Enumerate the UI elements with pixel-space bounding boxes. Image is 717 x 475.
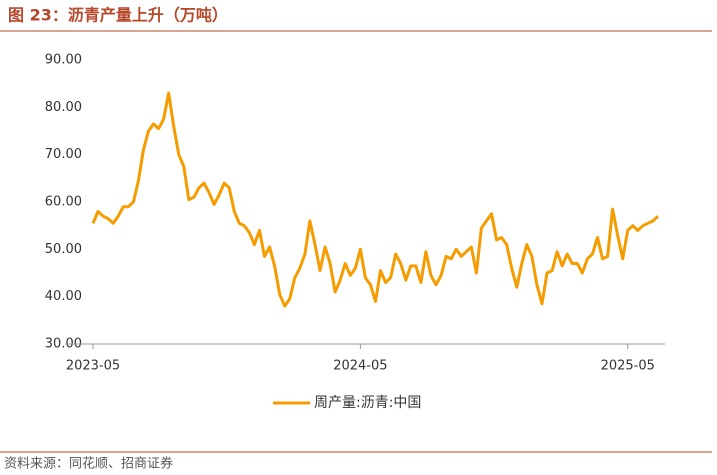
source-note: 资料来源：同花顺、招商证券 [4,456,173,472]
x-tick-label: 2025-05 [601,359,655,374]
chart-title: 图 23：沥青产量上升（万吨） [8,6,228,25]
y-tick-label: 30.00 [45,337,82,352]
y-tick-label: 50.00 [45,242,82,257]
y-tick-label: 40.00 [45,289,82,304]
y-tick-label: 90.00 [45,53,82,68]
series-line [91,91,660,308]
y-tick-label: 60.00 [45,195,82,210]
legend-label: 周产量:沥青:中国 [314,395,421,411]
x-tick-label: 2023-05 [66,359,120,374]
y-tick-label: 70.00 [45,147,82,162]
x-tick-label: 2024-05 [333,359,387,374]
y-tick-label: 80.00 [45,100,82,115]
